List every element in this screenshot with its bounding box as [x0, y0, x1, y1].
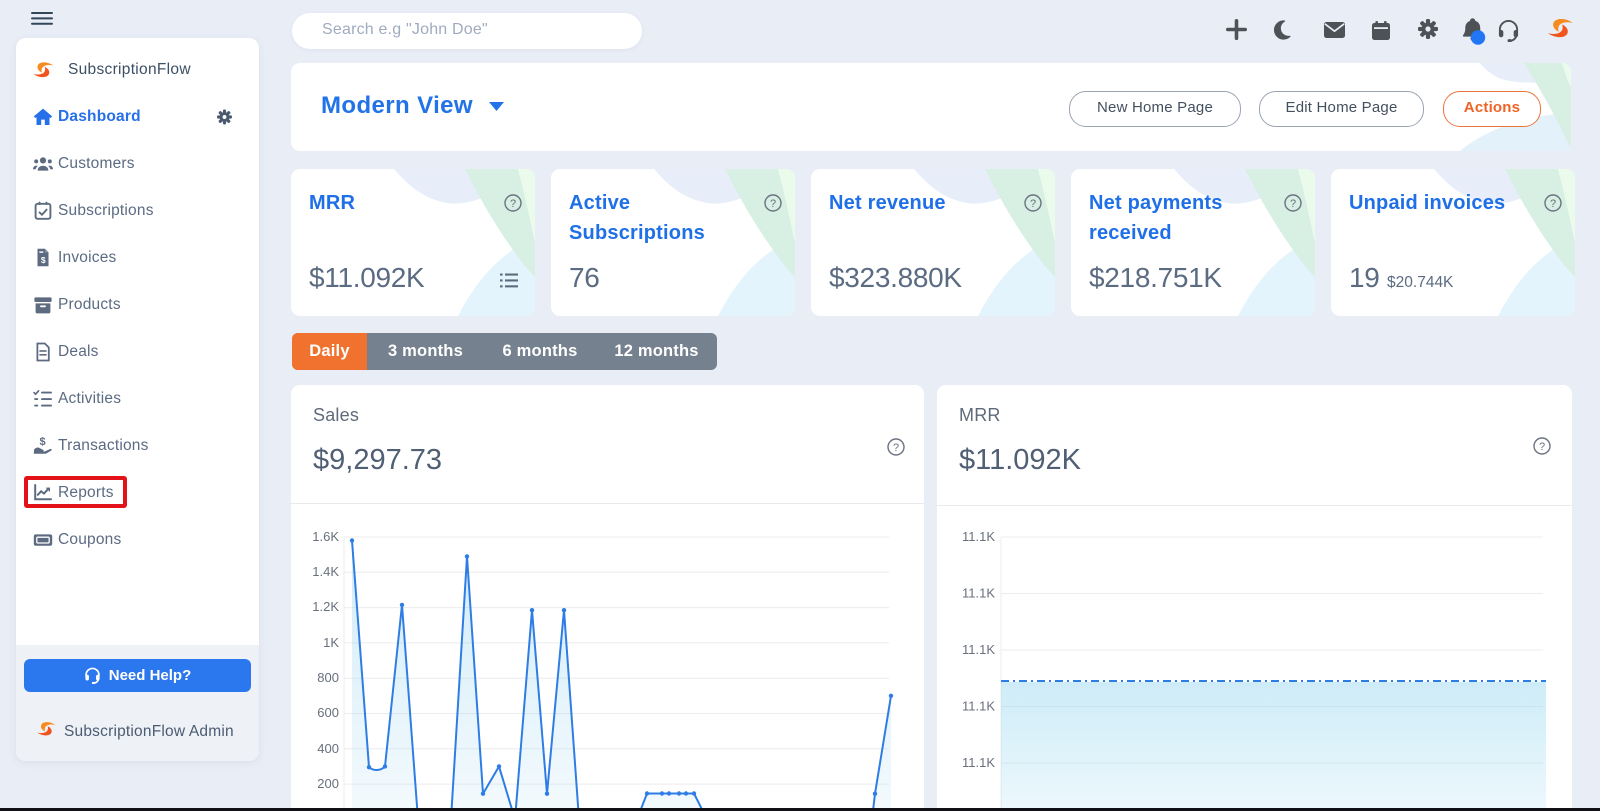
svg-text:?: ?: [1550, 198, 1556, 210]
svg-text:11.1K: 11.1K: [962, 699, 995, 714]
svg-text:11.1K: 11.1K: [962, 642, 995, 657]
svg-text:?: ?: [1030, 198, 1036, 210]
svg-text:$: $: [41, 255, 46, 265]
svg-text:200: 200: [317, 776, 339, 791]
svg-text:600: 600: [317, 705, 339, 720]
svg-text:?: ?: [770, 198, 776, 210]
svg-text:?: ?: [893, 442, 899, 454]
svg-text:11.1K: 11.1K: [962, 586, 995, 601]
svg-text:1.6K: 1.6K: [312, 529, 339, 544]
svg-text:1.2K: 1.2K: [312, 599, 339, 614]
svg-text:?: ?: [1290, 198, 1296, 210]
svg-text:800: 800: [317, 670, 339, 685]
svg-text:400: 400: [317, 741, 339, 756]
svg-text:?: ?: [1539, 441, 1545, 453]
svg-text:?: ?: [510, 198, 516, 210]
svg-text:11.1K: 11.1K: [962, 529, 995, 544]
svg-text:1.4K: 1.4K: [312, 564, 339, 579]
svg-text:11.1K: 11.1K: [962, 755, 995, 770]
svg-text:1K: 1K: [323, 635, 339, 650]
svg-text:$: $: [39, 436, 45, 448]
